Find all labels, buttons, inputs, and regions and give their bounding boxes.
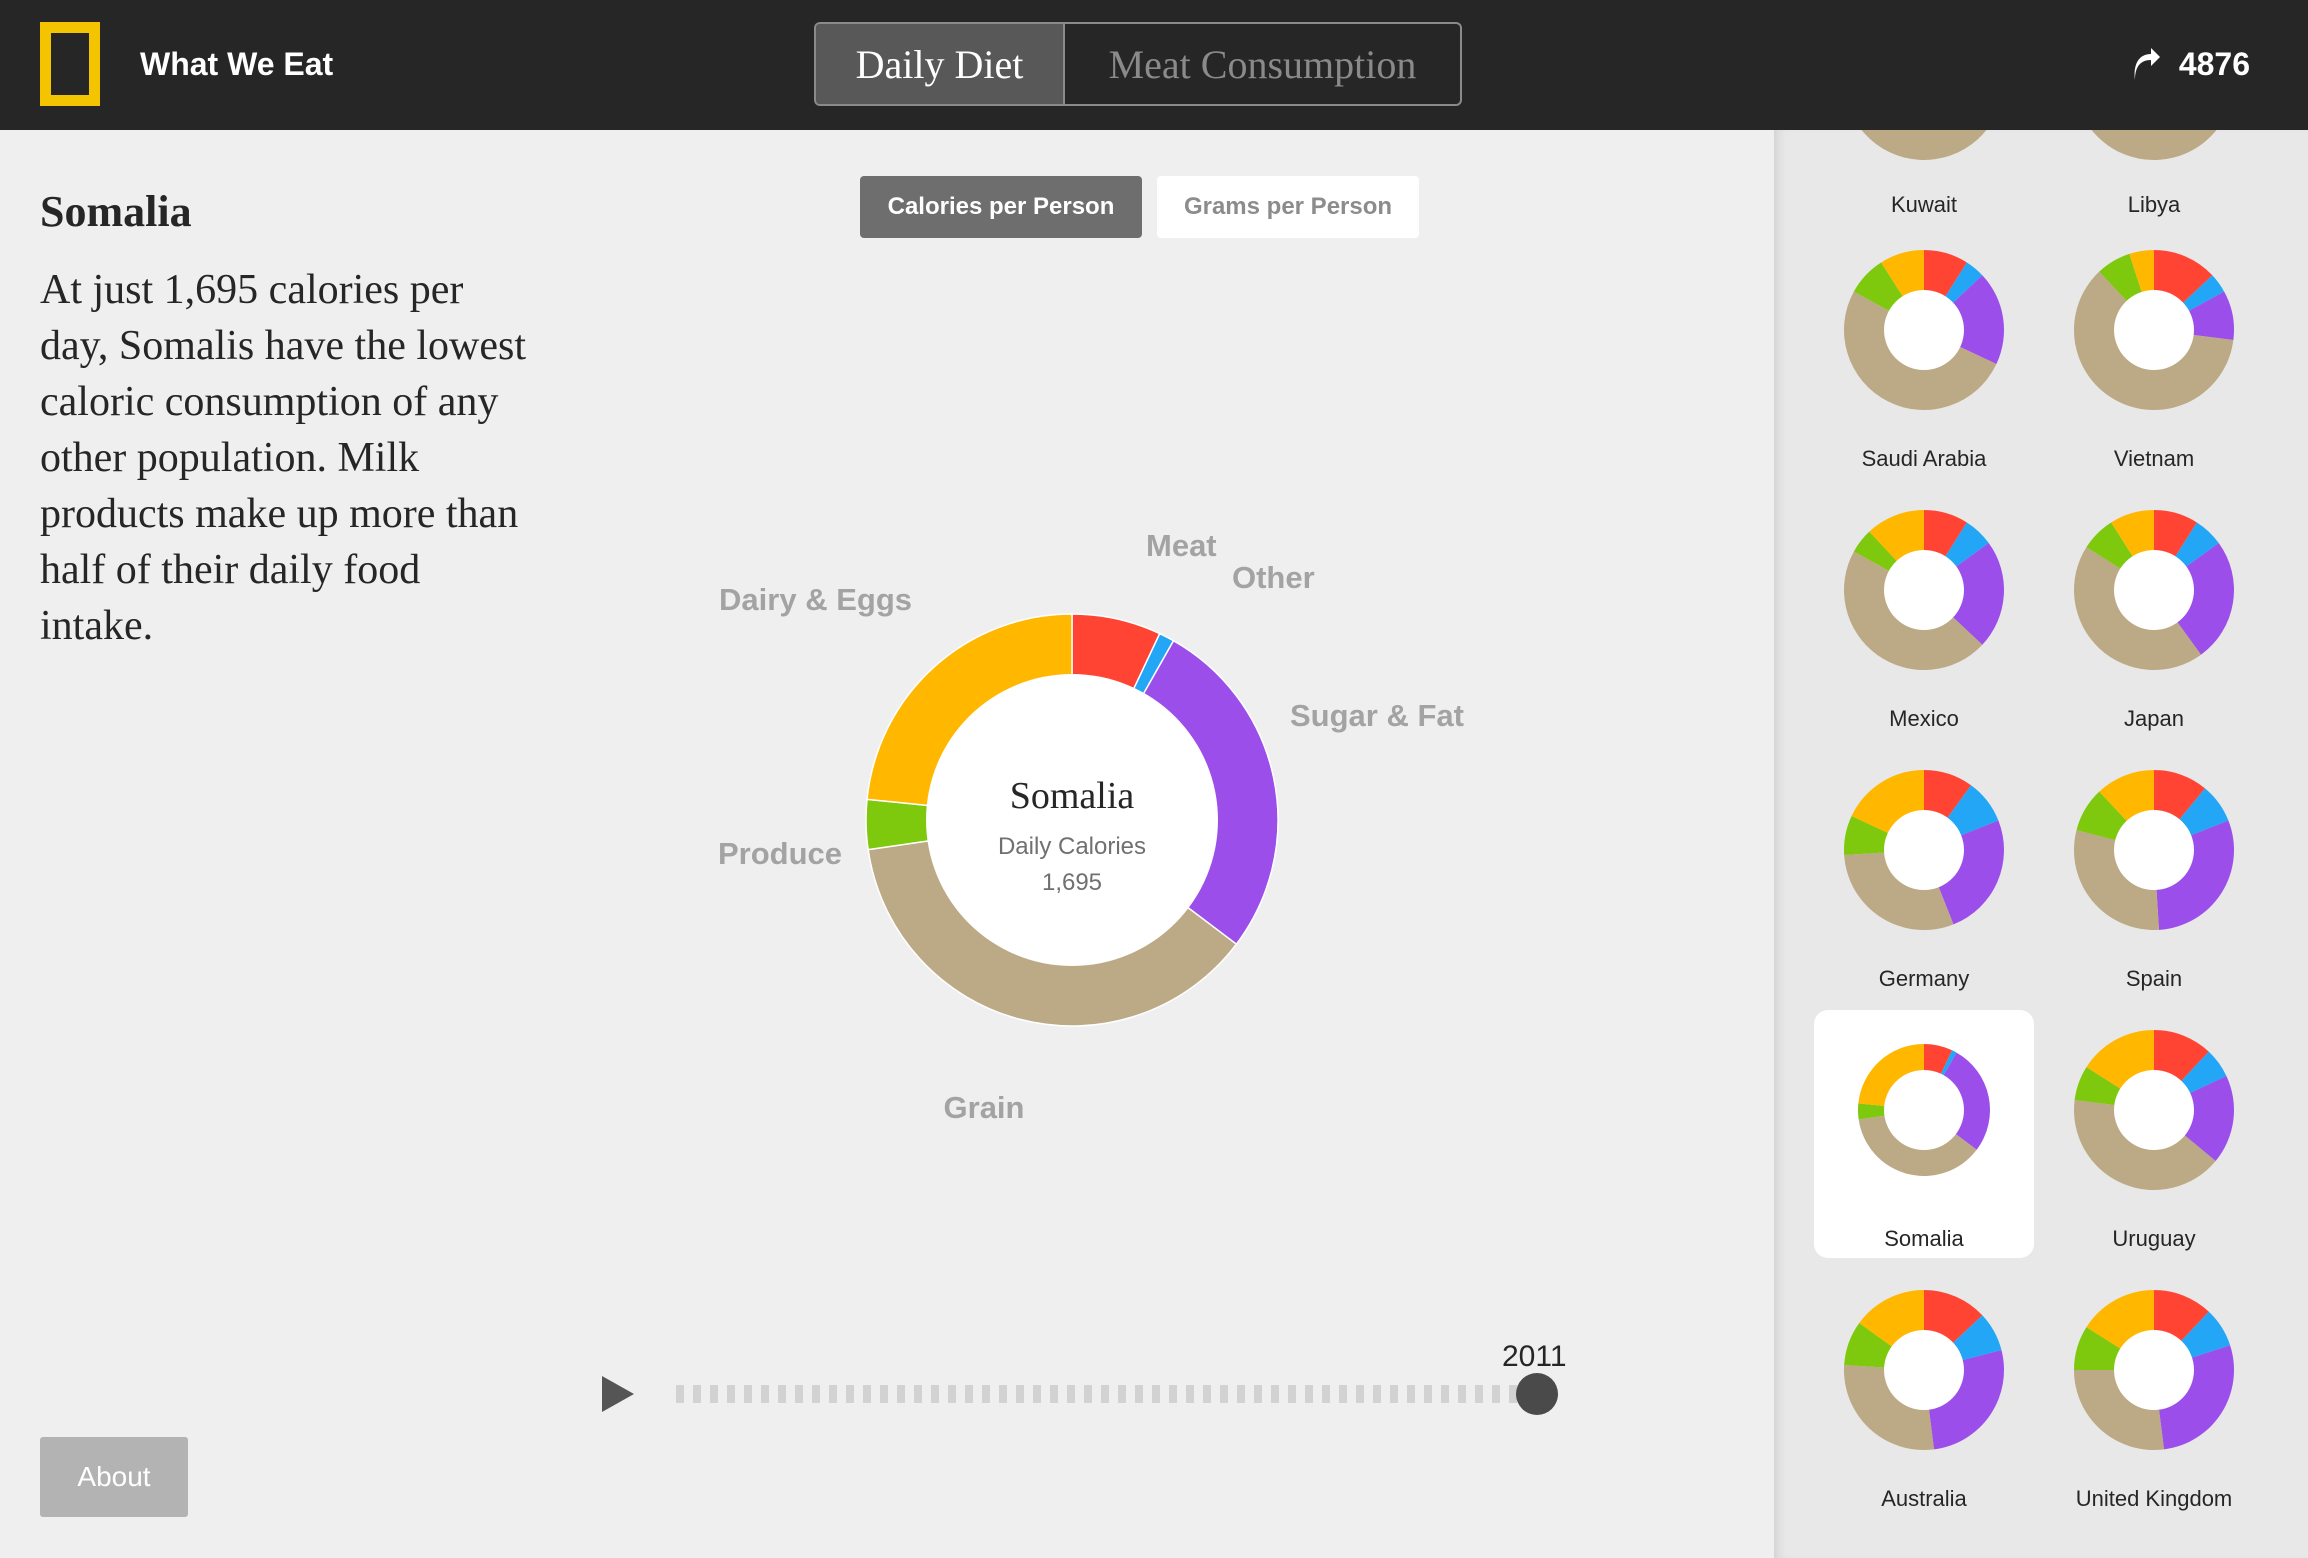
country-donut-mexico[interactable] <box>1840 506 2008 674</box>
calories-per-person-button[interactable]: Calories per Person <box>860 176 1142 238</box>
mini-slice-japan-sugar-and-fat <box>2154 542 2234 655</box>
country-donut-somalia[interactable] <box>1854 1040 1994 1180</box>
country-donut-australia[interactable] <box>1840 1286 2008 1454</box>
country-sidebar[interactable]: Kuwait Libya Saudi Arabia Vietnam Mexico Japa… <box>1774 130 2308 1558</box>
country-donut-germany[interactable] <box>1840 766 2008 934</box>
app-title: What We Eat <box>140 46 334 82</box>
mini-slice-kuwait-grain <box>1861 130 1987 160</box>
country-donut-japan[interactable] <box>2070 506 2238 674</box>
mini-donut-hole <box>1884 810 1964 890</box>
mini-slice-libya-grain <box>2091 130 2217 160</box>
country-label-japan[interactable]: Japan <box>2124 706 2184 731</box>
view-switch: Daily Diet Meat Consumption <box>814 22 1462 106</box>
share-icon <box>2134 47 2160 80</box>
country-label-libya[interactable]: Libya <box>2127 192 2181 217</box>
mini-donut-hole <box>1884 290 1964 370</box>
country-donut-saudi-arabia[interactable] <box>1840 246 2008 414</box>
mini-donut-hole <box>1884 1330 1964 1410</box>
country-label-united-kingdom[interactable]: United Kingdom <box>2075 1486 2233 1511</box>
mini-slice-mexico-sugar-and-fat <box>1924 542 2004 645</box>
country-label-spain[interactable]: Spain <box>2125 966 2183 991</box>
country-label-vietnam[interactable]: Vietnam <box>2113 446 2195 471</box>
diet-donut-chart: Somalia Daily Calories 1,695 Meat Other Su… <box>718 528 1464 1125</box>
label-dairy-and-eggs: Dairy & Eggs <box>719 582 912 617</box>
mini-slice-saudi-arabia-sugar-and-fat <box>1924 275 2004 365</box>
label-sugar-and-fat: Sugar & Fat <box>1290 698 1464 733</box>
country-donut-libya[interactable] <box>2070 130 2238 164</box>
label-grain: Grain <box>944 1090 1025 1125</box>
country-label-germany[interactable]: Germany <box>1878 966 1970 991</box>
mini-donut-hole <box>2114 1070 2194 1150</box>
label-produce: Produce <box>718 836 842 871</box>
tab-meat-consumption[interactable]: Meat Consumption <box>1063 24 1460 104</box>
country-label-uruguay[interactable]: Uruguay <box>2112 1226 2196 1251</box>
country-donut-united-kingdom[interactable] <box>2070 1286 2238 1454</box>
logo[interactable] <box>40 22 100 106</box>
timeline-track[interactable] <box>676 1385 1536 1403</box>
country-donut-vietnam[interactable] <box>2070 246 2238 414</box>
country-label-kuwait[interactable]: Kuwait <box>1890 192 1958 217</box>
donut-center <box>926 674 1218 966</box>
mini-donut-hole <box>2114 550 2194 630</box>
mini-slice-uruguay-sugar-and-fat <box>2154 1075 2234 1161</box>
share-button[interactable]: 4876 <box>2131 46 2250 83</box>
mini-donut-hole <box>1884 550 1964 630</box>
country-donut-uruguay[interactable] <box>2070 1026 2238 1194</box>
center-subtitle: Daily Calories <box>998 833 1146 860</box>
mini-donut-hole <box>2114 1330 2194 1410</box>
mini-donut-hole <box>1884 1070 1964 1150</box>
country-label-somalia[interactable]: Somalia <box>1884 1226 1964 1251</box>
label-meat: Meat <box>1146 528 1217 563</box>
country-title: Somalia <box>40 187 192 236</box>
timeline-handle[interactable] <box>1516 1373 1558 1415</box>
country-label-saudi-arabia[interactable]: Saudi Arabia <box>1861 446 1987 471</box>
about-button[interactable]: About <box>40 1437 188 1517</box>
country-label-australia[interactable]: Australia <box>1881 1486 1967 1511</box>
label-other: Other <box>1232 560 1315 595</box>
mini-donut-hole <box>2114 290 2194 370</box>
country-description: At just 1,695 calories per day, Somalis … <box>40 267 527 649</box>
center-title: Somalia <box>1010 775 1135 817</box>
timeline-year: 2011 <box>1502 1340 1567 1373</box>
share-count: 4876 <box>2178 46 2250 82</box>
country-donut-kuwait[interactable] <box>1840 130 2008 164</box>
center-value: 1,695 <box>1042 869 1102 896</box>
country-label-mexico[interactable]: Mexico <box>1889 706 1959 731</box>
top-bar: What We Eat Daily Diet Meat Consumption … <box>0 0 2308 130</box>
tab-daily-diet[interactable]: Daily Diet <box>816 24 1063 104</box>
mini-donut-hole <box>2114 810 2194 890</box>
play-icon[interactable] <box>598 1374 638 1414</box>
grams-per-person-button[interactable]: Grams per Person <box>1157 176 1419 238</box>
country-donut-spain[interactable] <box>2070 766 2238 934</box>
